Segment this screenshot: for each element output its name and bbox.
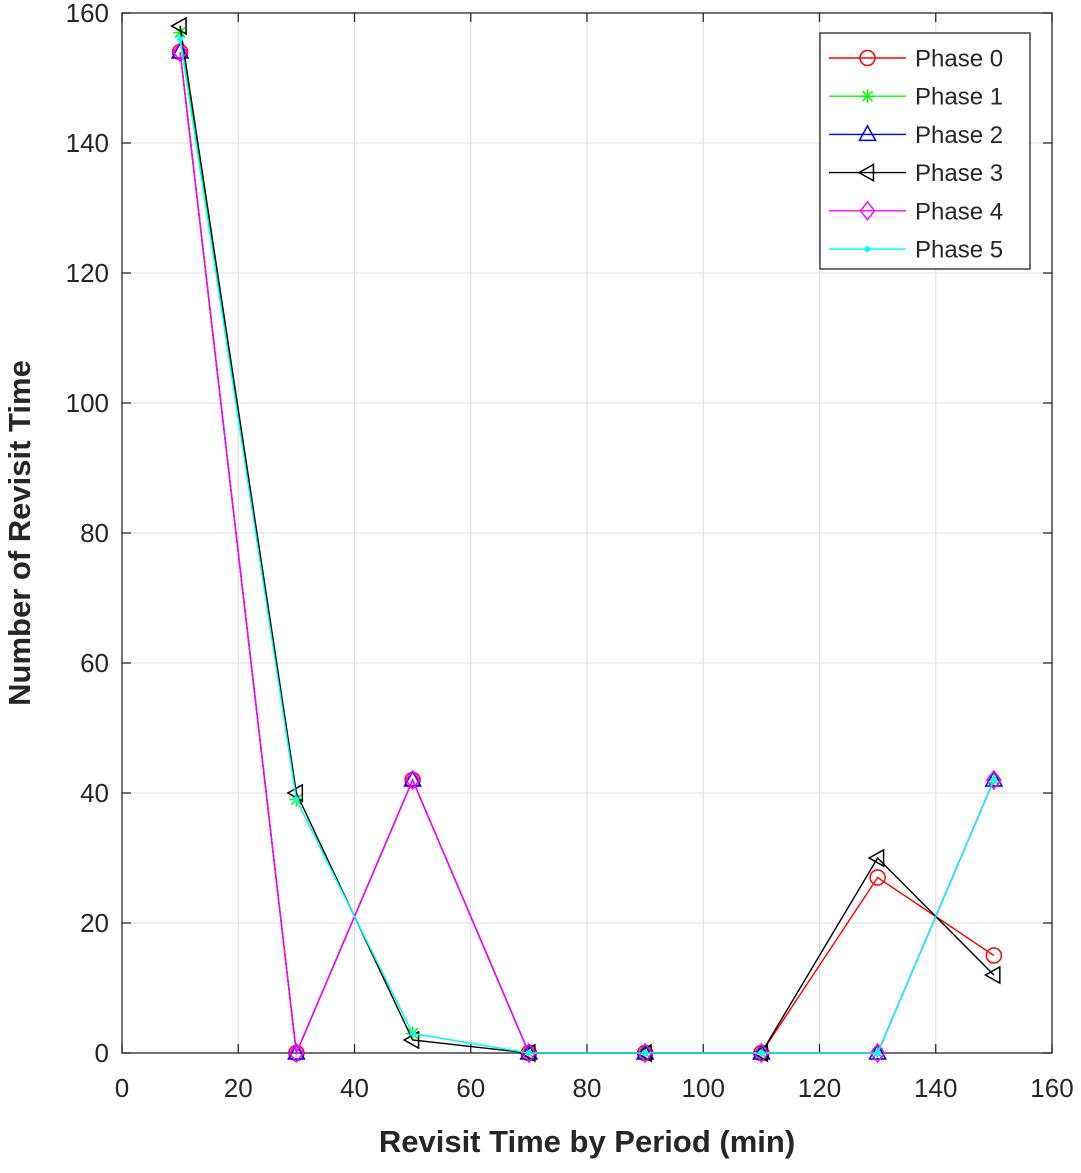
axis-ticks: 0 20 40 60 80 100 120 140 160 0 20 40 60 80 100 120 140 1… — [66, 0, 1074, 1103]
legend-entry: Phase 3 — [829, 160, 1003, 187]
marker-dot — [177, 36, 184, 42]
marker-triangle-left — [857, 163, 875, 182]
marker-triangle-left — [170, 16, 187, 36]
y-tick-label: 20 — [80, 908, 109, 938]
marker-dot — [293, 796, 300, 803]
legend-label: Phase 0 — [915, 46, 1003, 73]
x-tick-label: 140 — [914, 1073, 957, 1103]
x-tick-label: 120 — [798, 1073, 841, 1103]
marker-diamond — [172, 41, 189, 63]
legend-box — [819, 32, 1031, 270]
legend-label: Phase 5 — [915, 237, 1003, 264]
marker-dot — [525, 1050, 532, 1056]
legend-label: Phase 3 — [915, 160, 1003, 187]
x-tick-label: 20 — [224, 1073, 253, 1103]
marker-diamond — [859, 200, 876, 222]
y-tick-label: 80 — [80, 518, 109, 548]
marker-triangle-left — [867, 848, 885, 868]
y-tick-label: 140 — [66, 128, 109, 158]
y-tick-label: 160 — [66, 0, 109, 28]
grid — [122, 13, 1052, 1053]
legend-entry: Phase 2 — [829, 122, 1003, 149]
marker-diamond — [520, 1042, 537, 1064]
marker-diamond — [753, 1042, 770, 1064]
x-tick-label: 0 — [115, 1073, 129, 1103]
x-tick-label: 100 — [682, 1073, 725, 1103]
legend-label: Phase 1 — [915, 84, 1003, 111]
y-tick-label: 120 — [66, 258, 109, 288]
legend-label: Phase 4 — [915, 198, 1003, 225]
x-tick-label: 80 — [573, 1073, 602, 1103]
marker-dot — [864, 246, 871, 252]
marker-triangle-up — [984, 769, 1004, 787]
y-tick-label: 40 — [80, 778, 109, 808]
marker-triangle-up — [858, 124, 877, 142]
series-line — [179, 38, 995, 1054]
marker-triangle-up — [287, 1042, 306, 1060]
marker-triangle-up — [868, 1042, 887, 1060]
y-tick-label: 0 — [95, 1038, 109, 1068]
marker-circle — [985, 947, 1003, 964]
marker-asterisk — [860, 89, 875, 104]
marker-triangle-up — [752, 1042, 771, 1060]
marker-circle — [859, 49, 876, 67]
marker-triangle-up — [403, 769, 422, 787]
marker-dot — [874, 1050, 881, 1056]
marker-diamond — [869, 1042, 886, 1064]
marker-dot — [758, 1050, 765, 1056]
x-axis-title: Revisit Time by Period (min) — [379, 1124, 795, 1159]
legend-entry: Phase 4 — [829, 198, 1003, 225]
marker-asterisk-stroke — [861, 90, 874, 102]
series-phase-5 — [177, 36, 997, 1056]
y-tick-label: 100 — [66, 388, 109, 418]
x-tick-label: 40 — [340, 1073, 369, 1103]
marker-triangle-left — [983, 965, 1001, 985]
marker-circle — [869, 869, 886, 886]
marker-diamond — [288, 1042, 305, 1064]
marker-dot — [990, 777, 997, 783]
x-tick-label: 160 — [1030, 1073, 1073, 1103]
x-tick-label: 60 — [456, 1073, 485, 1103]
marker-dot — [642, 1050, 649, 1056]
y-tick-label: 60 — [80, 648, 109, 678]
legend-entry: Phase 0 — [829, 46, 1003, 73]
legend-entry: Phase 5 — [829, 237, 1003, 264]
y-axis-title: Number of Revisit Time — [2, 360, 37, 706]
marker-asterisk-stroke — [174, 26, 186, 39]
marker-dot — [409, 1030, 416, 1037]
legend: Phase 0 Phase 1 Phase 2 Phase 3 Phase 4 Phase… — [819, 32, 1031, 270]
marker-diamond — [985, 769, 1002, 791]
legend-label: Phase 2 — [915, 122, 1003, 149]
marker-triangle-up — [635, 1042, 655, 1060]
marker-diamond — [404, 769, 421, 791]
marker-diamond — [637, 1042, 654, 1064]
legend-entry: Phase 1 — [829, 84, 1003, 111]
data-series — [170, 16, 1004, 1064]
